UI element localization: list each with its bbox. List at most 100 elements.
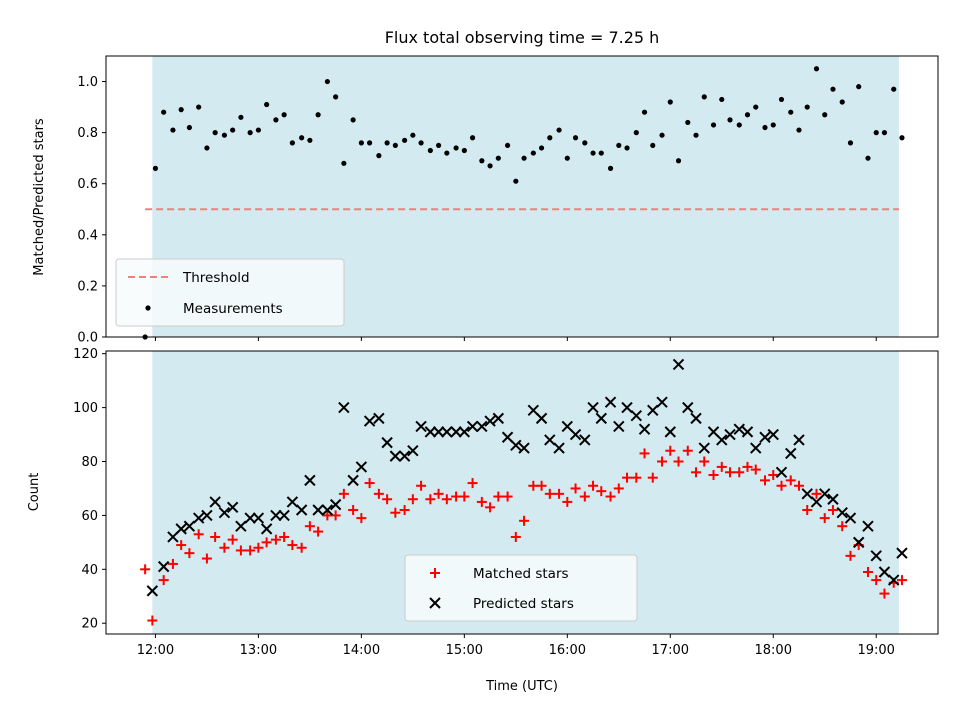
matched-star-point: [313, 526, 324, 537]
bottom-ylabel: Count: [27, 473, 42, 512]
predicted-star-d2: [476, 420, 488, 433]
matched-star-point: [811, 488, 822, 499]
top-legend-box: [115, 258, 345, 327]
predicted-star-point: [733, 423, 745, 435]
predicted-star-point: [724, 428, 736, 441]
measurement-point: [513, 178, 519, 184]
predicted-star-d2: [338, 401, 350, 414]
predicted-star-point: [716, 434, 728, 446]
predicted-star-point: [355, 461, 368, 473]
predicted-star-d2: [733, 423, 745, 435]
matched-star-point: [407, 494, 418, 505]
predicted-star-d2: [569, 428, 582, 441]
measurement-point: [255, 127, 261, 133]
predicted-star-point: [157, 560, 170, 573]
predicted-star-point: [827, 493, 839, 505]
measurement-point: [607, 165, 614, 171]
measurement-point: [685, 119, 691, 126]
predicted-star-d2: [501, 431, 514, 443]
predicted-star-d2: [888, 574, 900, 586]
bottom-xtick-label: 16:00: [549, 643, 586, 658]
matched-star-point: [140, 564, 151, 575]
predicted-star-point: [286, 496, 299, 508]
predicted-star-point: [373, 412, 385, 425]
matched-star-point: [227, 534, 238, 545]
measurement-point: [161, 109, 167, 115]
predicted-star-point: [682, 401, 694, 414]
bottom-ytick-label: 20: [81, 617, 98, 632]
predicted-star-point: [801, 488, 813, 500]
matched-star-point: [279, 531, 290, 542]
predicted-star-d2: [492, 412, 505, 425]
measurement-point: [247, 130, 253, 136]
predicted-star-d2: [381, 436, 393, 449]
matched-star-point: [390, 507, 401, 518]
predicted-star-d2: [407, 445, 419, 457]
legend-predicted-swatch: [429, 597, 441, 609]
matched-star-point: [356, 513, 367, 524]
predicted-star-point: [363, 415, 376, 427]
predicted-star-d2: [441, 426, 453, 438]
measurement-point: [804, 104, 810, 110]
matched-star-point: [588, 480, 599, 491]
measurement-point: [453, 145, 459, 151]
predicted-star-point: [518, 442, 530, 454]
measurement-point: [170, 127, 176, 133]
predicted-star-d2: [836, 507, 848, 519]
predicted-star-d2: [192, 512, 205, 524]
matched-star-point: [622, 472, 633, 483]
matched-star-point: [348, 505, 359, 516]
matched-star-point: [716, 461, 727, 472]
matched-star-point: [210, 531, 221, 542]
predicted-star-d2: [312, 504, 324, 516]
matched-star-point: [330, 510, 341, 521]
measurement-point: [264, 101, 270, 108]
predicted-star-d2: [450, 426, 462, 438]
measurement-point: [736, 122, 742, 128]
predicted-star-d2: [579, 434, 591, 446]
predicted-star-d2: [775, 466, 788, 478]
matched-star-point: [596, 486, 607, 497]
predicted-star-d2: [201, 509, 213, 522]
measurement-point: [435, 142, 442, 149]
matched-star-point: [871, 575, 882, 586]
predicted-star-d2: [458, 426, 471, 438]
predicted-star-d2: [415, 420, 427, 433]
matched-star-point: [502, 491, 513, 502]
predicted-star-point: [836, 507, 848, 519]
predicted-star-point: [183, 520, 196, 532]
measurement-point: [633, 130, 639, 136]
predicted-star-d2: [484, 415, 496, 427]
predicted-star-d2: [595, 412, 607, 425]
predicted-star-d2: [157, 560, 170, 573]
measurement-point: [881, 130, 888, 136]
measurement-point: [822, 112, 828, 118]
matched-star-point: [519, 515, 530, 526]
matched-star-point: [708, 469, 719, 480]
matched-star-point: [665, 445, 676, 456]
matched-star-point: [158, 575, 169, 586]
predicted-star-d2: [853, 536, 865, 549]
predicted-star-point: [853, 536, 865, 549]
predicted-star-d2: [363, 415, 376, 427]
matched-star-point: [253, 542, 264, 553]
bottom-xtick-label: 18:00: [755, 643, 792, 658]
measurement-point: [538, 145, 545, 151]
top-ytick-label: 0.2: [77, 279, 98, 294]
measurement-point: [598, 150, 604, 156]
predicted-star-point: [844, 512, 857, 524]
bottom-xtick-label: 17:00: [652, 643, 689, 658]
predicted-star-d2: [827, 493, 839, 505]
legend-matched-label: Matched stars: [473, 566, 569, 582]
measurement-point: [624, 145, 630, 151]
bottom-xtick-label: 19:00: [857, 643, 894, 658]
measurement-point: [521, 155, 527, 161]
matched-star-point: [750, 464, 761, 475]
predicted-star-d2: [218, 507, 231, 519]
legend-predicted-label: Predicted stars: [473, 596, 574, 612]
predicted-star-d2: [146, 585, 159, 597]
legend-matched-swatch: [430, 568, 440, 578]
measurement-point: [616, 142, 622, 149]
matched-star-point: [639, 448, 650, 459]
matched-star-point: [287, 540, 298, 551]
